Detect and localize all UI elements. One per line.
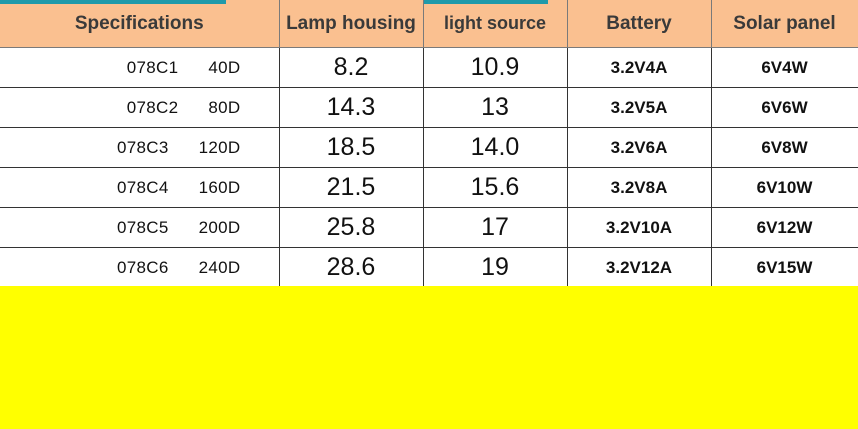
lamp-housing-cell: 28.6 bbox=[279, 247, 424, 288]
model-code: 078C2 bbox=[126, 97, 179, 117]
lamp-housing-cell: 8.2 bbox=[279, 47, 424, 88]
battery-cell: 3.2V6A bbox=[567, 127, 712, 168]
header-row: Specifications Lamp housing light source… bbox=[0, 0, 858, 48]
header-specifications: Specifications bbox=[0, 0, 280, 48]
spec-cell: 078C3 120D bbox=[0, 127, 280, 168]
header-light-source: light source bbox=[423, 0, 568, 48]
battery-cell: 3.2V4A bbox=[567, 47, 712, 88]
lamp-housing-cell: 21.5 bbox=[279, 167, 424, 208]
solar-panel-cell: 6V12W bbox=[711, 207, 858, 248]
light-source-cell: 10.9 bbox=[423, 47, 568, 88]
solar-panel-cell: 6V6W bbox=[711, 87, 858, 128]
power-rating: 40D bbox=[208, 57, 241, 77]
lamp-housing-cell: 18.5 bbox=[279, 127, 424, 168]
yellow-fill-area bbox=[0, 286, 858, 429]
spec-cell: 078C1 40D bbox=[0, 47, 280, 88]
solar-panel-cell: 6V8W bbox=[711, 127, 858, 168]
spec-cell: 078C4 160D bbox=[0, 167, 280, 208]
power-rating: 160D bbox=[198, 177, 241, 197]
power-rating: 120D bbox=[198, 137, 241, 157]
light-source-cell: 13 bbox=[423, 87, 568, 128]
battery-cell: 3.2V10A bbox=[567, 207, 712, 248]
lamp-housing-cell: 14.3 bbox=[279, 87, 424, 128]
power-rating: 240D bbox=[198, 257, 241, 277]
table-row: 078C4 160D 21.5 15.6 3.2V8A 6V10W bbox=[0, 167, 858, 208]
light-source-cell: 17 bbox=[423, 207, 568, 248]
model-code: 078C5 bbox=[117, 217, 169, 237]
header-battery: Battery bbox=[567, 0, 712, 48]
header-accent-bar-right bbox=[424, 0, 548, 4]
model-code: 078C3 bbox=[117, 137, 169, 157]
table-row: 078C5 200D 25.8 17 3.2V10A 6V12W bbox=[0, 207, 858, 248]
table-row: 078C1 40D 8.2 10.9 3.2V4A 6V4W bbox=[0, 47, 858, 88]
header-accent-bar-left bbox=[0, 0, 226, 4]
model-code: 078C1 bbox=[126, 57, 179, 77]
battery-cell: 3.2V8A bbox=[567, 167, 712, 208]
spec-cell: 078C5 200D bbox=[0, 207, 280, 248]
specifications-table: Specifications Lamp housing light source… bbox=[0, 0, 858, 288]
battery-cell: 3.2V5A bbox=[567, 87, 712, 128]
table-row: 078C3 120D 18.5 14.0 3.2V6A 6V8W bbox=[0, 127, 858, 168]
table-row: 078C6 240D 28.6 19 3.2V12A 6V15W bbox=[0, 247, 858, 288]
battery-cell: 3.2V12A bbox=[567, 247, 712, 288]
spec-cell: 078C2 80D bbox=[0, 87, 280, 128]
table-row: 078C2 80D 14.3 13 3.2V5A 6V6W bbox=[0, 87, 858, 128]
header-lamp-housing: Lamp housing bbox=[279, 0, 424, 48]
light-source-cell: 14.0 bbox=[423, 127, 568, 168]
power-rating: 200D bbox=[198, 217, 241, 237]
light-source-cell: 19 bbox=[423, 247, 568, 288]
lamp-housing-cell: 25.8 bbox=[279, 207, 424, 248]
model-code: 078C6 bbox=[117, 257, 169, 277]
power-rating: 80D bbox=[208, 97, 241, 117]
solar-panel-cell: 6V15W bbox=[711, 247, 858, 288]
model-code: 078C4 bbox=[117, 177, 169, 197]
solar-panel-cell: 6V10W bbox=[711, 167, 858, 208]
header-solar-panel: Solar panel bbox=[711, 0, 858, 48]
light-source-cell: 15.6 bbox=[423, 167, 568, 208]
solar-panel-cell: 6V4W bbox=[711, 47, 858, 88]
spec-cell: 078C6 240D bbox=[0, 247, 280, 288]
